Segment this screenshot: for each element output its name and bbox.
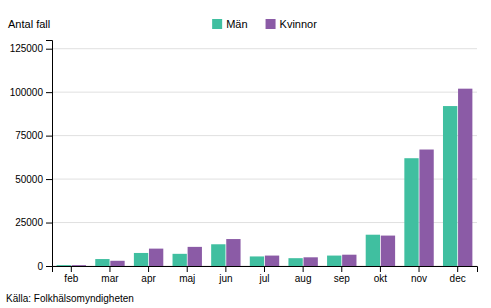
- tick-mark: [46, 92, 52, 93]
- legend-label: Kvinnor: [280, 18, 318, 30]
- tick-label: 50000: [15, 174, 43, 185]
- bar: [211, 244, 225, 266]
- x-tick: apr: [141, 266, 156, 284]
- y-tick: 100000: [10, 87, 52, 98]
- bar-series: [72, 89, 473, 266]
- tick-mark: [46, 136, 52, 137]
- bars: [57, 89, 473, 266]
- legend-item: Män: [212, 18, 247, 30]
- x-tick: dec: [450, 266, 466, 284]
- tick-mark: [109, 266, 110, 272]
- y-tick: 50000: [15, 174, 52, 185]
- tick-mark: [148, 266, 149, 272]
- tick-label: 25000: [15, 217, 43, 228]
- legend-swatch: [266, 19, 276, 29]
- tick-label: dec: [450, 273, 466, 284]
- tick-label: feb: [64, 273, 78, 284]
- bar: [72, 265, 86, 266]
- y-label: Antal fall: [8, 18, 50, 30]
- x-tick: jun: [218, 266, 232, 284]
- bar: [419, 150, 433, 266]
- y-tick: 125000: [10, 43, 52, 54]
- bar: [458, 89, 472, 266]
- bar: [342, 255, 356, 266]
- x-axis: feb mar apr maj jun jul aug sep okt nov dec: [53, 266, 478, 284]
- tick-mark: [341, 266, 342, 272]
- x-tick: okt: [374, 266, 388, 284]
- x-tick: aug: [295, 266, 312, 284]
- x-tick: sep: [334, 266, 351, 284]
- tick-label: nov: [411, 273, 427, 284]
- legend: Män Kvinnor: [212, 18, 317, 30]
- bar: [110, 261, 124, 266]
- chart: 0 25000 50000 75000 100000 125000 feb mar apr maj…: [0, 0, 491, 308]
- tick-mark: [457, 266, 458, 272]
- y-tick: 75000: [15, 130, 52, 141]
- tick-label: 0: [37, 261, 43, 272]
- tick-mark: [71, 266, 72, 272]
- y-tick: 25000: [15, 217, 52, 228]
- x-tick: maj: [179, 266, 195, 284]
- tick-label: jun: [218, 273, 232, 284]
- tick-mark: [46, 49, 52, 50]
- tick-mark: [46, 223, 52, 224]
- x-tick: feb: [64, 266, 78, 284]
- tick-mark: [46, 179, 52, 180]
- bar-series: [57, 106, 458, 266]
- legend-swatch: [212, 19, 222, 29]
- grid-line: [52, 135, 477, 136]
- tick-label: 100000: [10, 87, 44, 98]
- grid-line: [52, 92, 477, 93]
- legend-label: Män: [226, 18, 247, 30]
- bar: [188, 247, 202, 266]
- bar: [57, 265, 71, 266]
- tick-label: okt: [374, 273, 388, 284]
- tick-label: sep: [334, 273, 351, 284]
- grid: [52, 49, 477, 266]
- tick-mark: [264, 266, 265, 272]
- tick-label: maj: [179, 273, 195, 284]
- bar: [443, 106, 457, 266]
- bar: [173, 254, 187, 266]
- tick-mark: [303, 266, 304, 272]
- bar: [288, 258, 302, 266]
- bar: [250, 256, 264, 266]
- tick-label: jul: [258, 273, 269, 284]
- source: Källa: Folkhälsomyndigheten: [6, 293, 134, 304]
- y-tick: 0: [37, 261, 52, 272]
- tick-mark: [380, 266, 381, 272]
- plot: 0 25000 50000 75000 100000 125000 feb mar apr maj…: [10, 41, 478, 285]
- tick-label: 125000: [10, 43, 44, 54]
- bar: [327, 256, 341, 266]
- axis-line: [46, 41, 53, 267]
- x-tick: mar: [101, 266, 119, 284]
- legend-item: Kvinnor: [266, 18, 318, 30]
- x-tick: jul: [258, 266, 269, 284]
- y-axis: 0 25000 50000 75000 100000 125000: [10, 41, 53, 272]
- axis-line: [53, 267, 478, 273]
- x-tick: nov: [411, 266, 427, 284]
- bar: [134, 253, 148, 266]
- tick-mark: [225, 266, 226, 272]
- bar: [149, 249, 163, 266]
- bar: [304, 257, 318, 266]
- tick-label: 75000: [15, 130, 43, 141]
- bar: [381, 236, 395, 266]
- bar: [95, 259, 109, 266]
- bar: [226, 239, 240, 266]
- grid-line: [52, 48, 477, 49]
- bar: [404, 158, 418, 266]
- tick-mark: [46, 266, 52, 267]
- bar: [265, 256, 279, 266]
- tick-label: aug: [295, 273, 312, 284]
- tick-mark: [419, 266, 420, 272]
- tick-label: mar: [101, 273, 119, 284]
- bar: [366, 235, 380, 266]
- tick-label: apr: [141, 273, 156, 284]
- tick-mark: [187, 266, 188, 272]
